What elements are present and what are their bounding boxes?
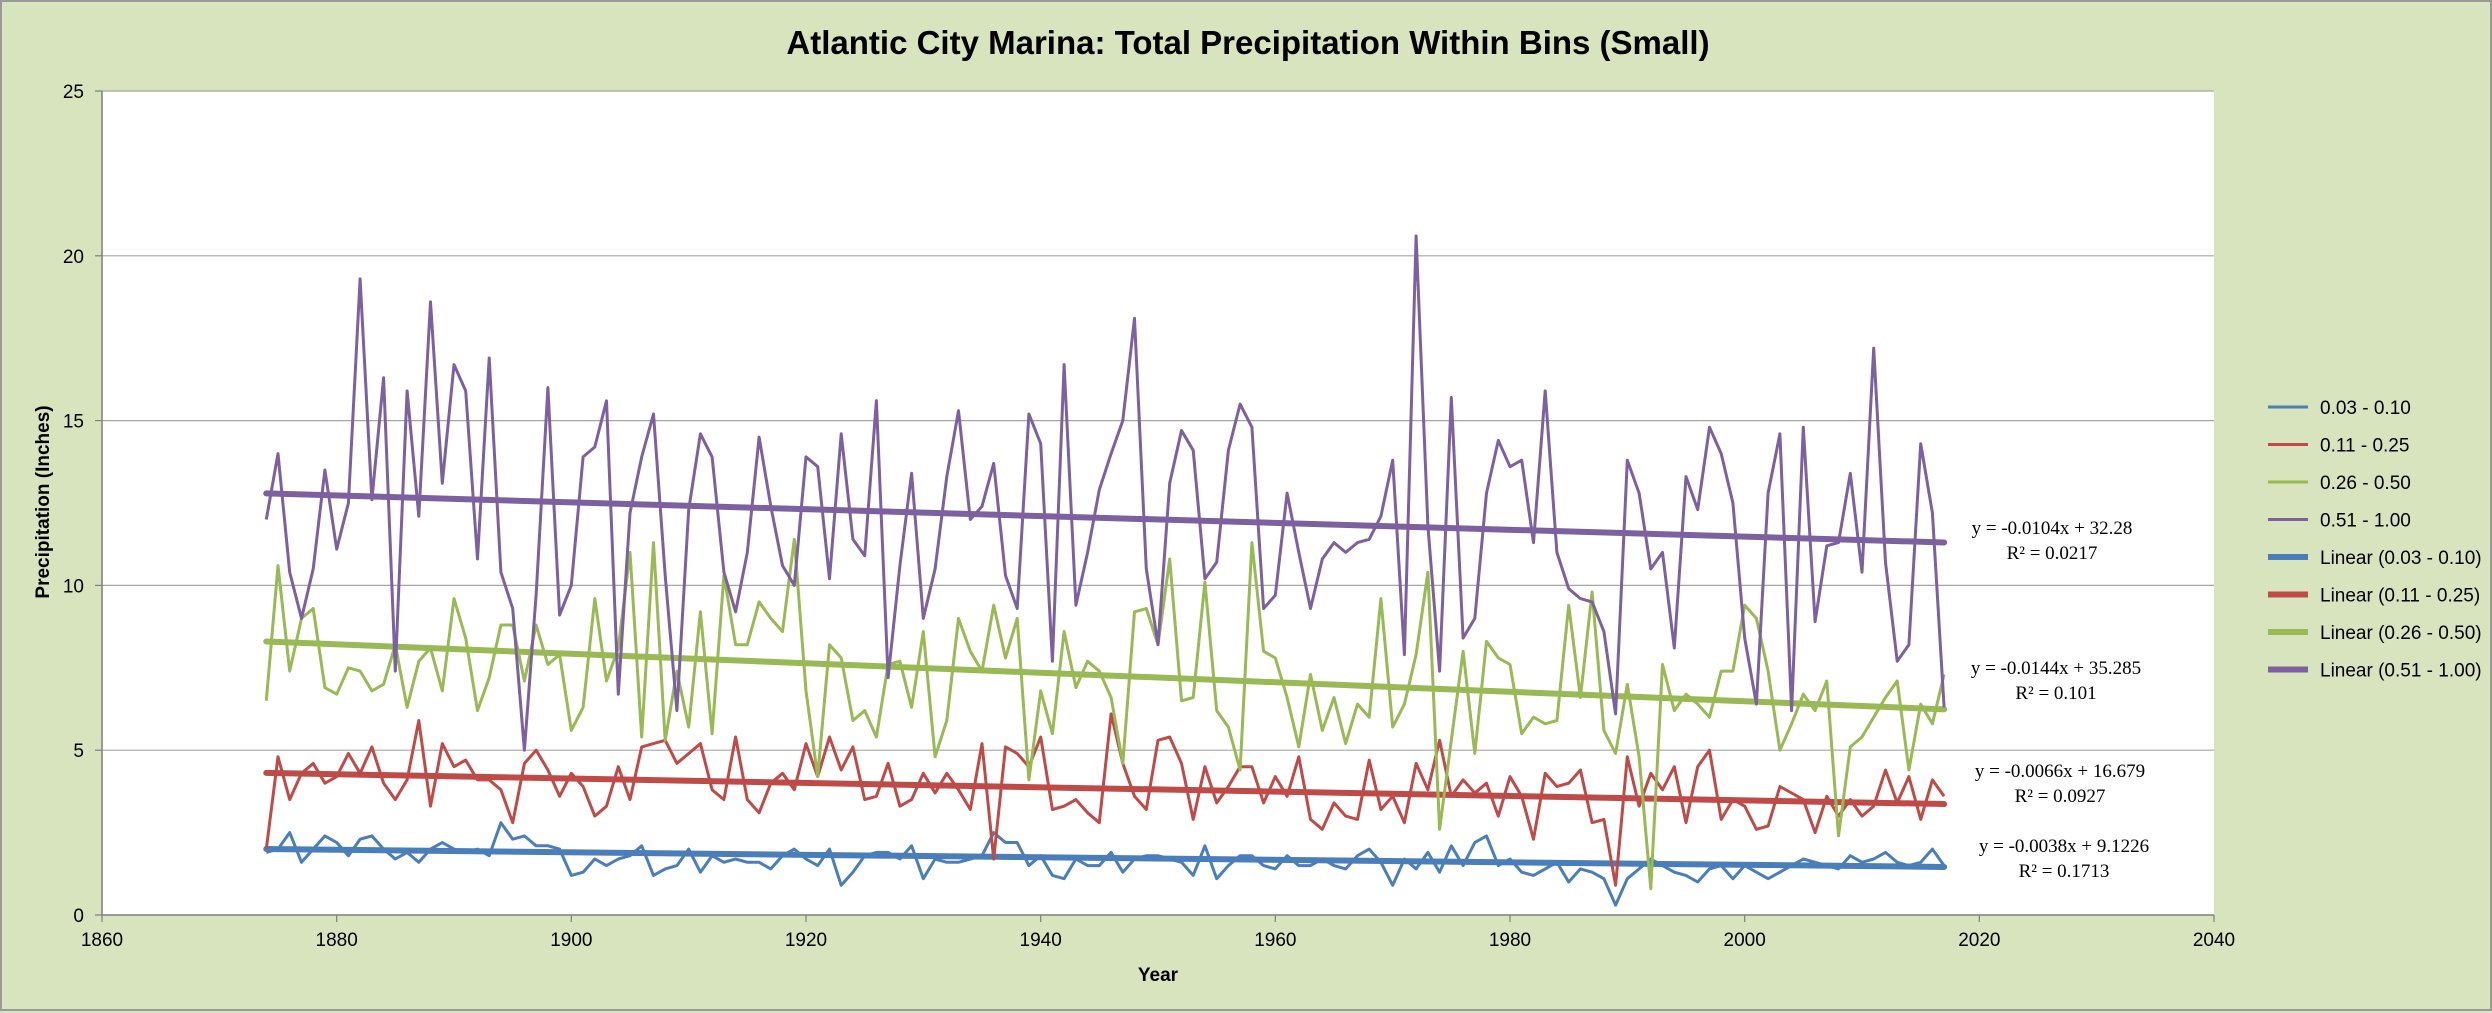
y-tick-label: 15 <box>63 412 84 433</box>
trendline <box>263 490 1948 546</box>
x-tick-label: 1880 <box>316 930 358 951</box>
chart-title: Atlantic City Marina: Total Precipitatio… <box>786 24 1709 61</box>
series-line <box>264 712 1946 887</box>
x-tick-label: 1900 <box>550 930 592 951</box>
trendline-r2: R² = 0.101 <box>2015 683 2096 704</box>
trendline-r2: R² = 0.0217 <box>2007 543 2098 564</box>
y-axis-title: Precipitation (Inches) <box>33 405 54 598</box>
trendline-equation: y = -0.0038x + 9.1226 <box>1979 836 2149 857</box>
series-line <box>264 537 1946 891</box>
x-tick-label: 2020 <box>1958 930 2000 951</box>
legend-entry: Linear (0.26 - 0.50) <box>2320 623 2482 644</box>
x-tick-label: 2040 <box>2193 930 2235 951</box>
gridlines <box>102 90 2214 751</box>
legend-entry: 0.26 - 0.50 <box>2320 473 2411 494</box>
trendline-r2: R² = 0.0927 <box>2015 786 2106 807</box>
y-tick-label: 5 <box>73 741 84 762</box>
trendline-equation: y = -0.0144x + 35.285 <box>1971 658 2141 679</box>
legend-entry: 0.03 - 0.10 <box>2320 398 2411 419</box>
legend-entry: 0.51 - 1.00 <box>2320 511 2411 532</box>
series-line <box>264 234 1946 752</box>
y-tick-label: 20 <box>63 247 84 268</box>
legend-entry: 0.11 - 0.25 <box>2320 436 2409 457</box>
x-tick-label: 1980 <box>1489 930 1531 951</box>
axes: 0 5 10 15 20 25 1860 1880 1900 1920 1940 1960 1980 20… <box>63 82 2235 951</box>
x-axis-title: Year <box>1138 965 1179 986</box>
trendline-annotations: y = -0.0038x + 9.1226 R² = 0.1713 y = -0.0… <box>1971 518 2149 882</box>
x-tick-label: 1860 <box>81 930 123 951</box>
x-tick-label: 1940 <box>1020 930 1062 951</box>
y-tick-label: 10 <box>63 576 84 597</box>
trendline-equation: y = -0.0104x + 32.28 <box>1972 518 2133 539</box>
y-tick-label: 0 <box>73 906 84 927</box>
series-lines <box>264 234 1946 907</box>
legend-entry: Linear (0.03 - 0.10) <box>2320 548 2482 569</box>
trendline-r2: R² = 0.1713 <box>2019 861 2110 882</box>
legend-entry: Linear (0.51 - 1.00) <box>2320 661 2482 682</box>
x-tick-label: 1960 <box>1254 930 1296 951</box>
series-line <box>265 821 1946 907</box>
x-tick-label: 1920 <box>785 930 827 951</box>
trendline-equation: y = -0.0066x + 16.679 <box>1975 761 2145 782</box>
trendline <box>263 769 1948 808</box>
x-tick-label: 2000 <box>1724 930 1766 951</box>
legend: 0.03 - 0.10 0.11 - 0.25 0.26 - 0.50 0.51 - … <box>2268 398 2482 682</box>
legend-entry: Linear (0.11 - 0.25) <box>2320 586 2480 607</box>
y-tick-label: 25 <box>63 82 84 103</box>
